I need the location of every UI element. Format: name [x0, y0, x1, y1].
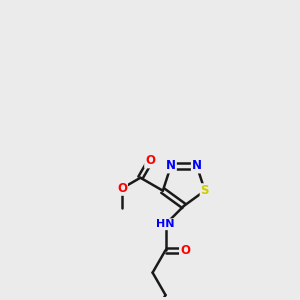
- Text: O: O: [180, 244, 190, 257]
- Text: S: S: [201, 184, 209, 197]
- Text: N: N: [192, 160, 202, 172]
- Text: O: O: [145, 154, 155, 167]
- Text: O: O: [117, 182, 127, 195]
- Text: N: N: [166, 160, 176, 172]
- Text: HN: HN: [156, 219, 175, 229]
